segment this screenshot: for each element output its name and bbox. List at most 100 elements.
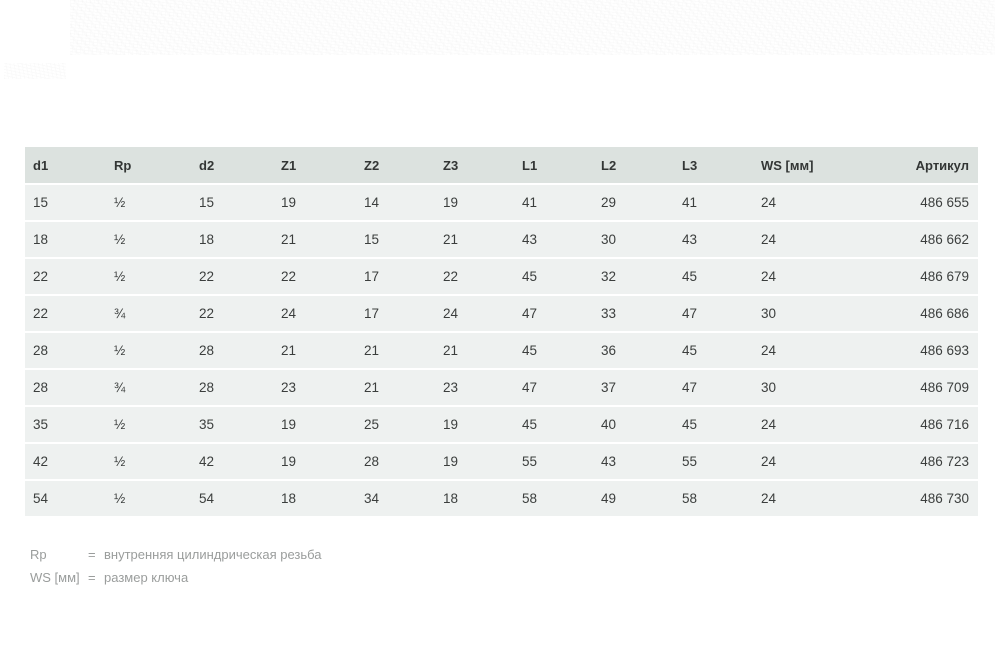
footnote-def: внутренняя цилиндрическая резьба xyxy=(104,547,322,562)
dimension-cell: 47 xyxy=(514,296,593,331)
dimension-cell: 24 xyxy=(753,481,868,516)
dimension-cell: 24 xyxy=(435,296,514,331)
column-header: L1 xyxy=(514,147,593,183)
dimension-cell: 23 xyxy=(273,370,356,405)
dimension-cell: 54 xyxy=(191,481,273,516)
dimension-cell: 42 xyxy=(25,444,106,479)
footnote-eq: = xyxy=(88,547,96,562)
dimension-cell: 41 xyxy=(674,185,753,220)
dimension-cell: 49 xyxy=(593,481,674,516)
dimension-cell: 30 xyxy=(593,222,674,257)
dimension-cell: 28 xyxy=(356,444,435,479)
dimension-cell: 35 xyxy=(191,407,273,442)
dimension-cell: ½ xyxy=(106,333,191,368)
dimension-cell: 28 xyxy=(191,370,273,405)
dimension-cell: 41 xyxy=(514,185,593,220)
dimension-cell: 30 xyxy=(753,370,868,405)
column-header: L2 xyxy=(593,147,674,183)
dimension-cell: 19 xyxy=(273,444,356,479)
table-row: 22 ½ 22 22 17 22 45 32 45 24 486 679 xyxy=(25,259,978,294)
dimension-cell: 54 xyxy=(25,481,106,516)
dimension-cell: 45 xyxy=(674,333,753,368)
dimension-cell: 55 xyxy=(674,444,753,479)
dimension-cell: ½ xyxy=(106,185,191,220)
dimension-cell: ½ xyxy=(106,259,191,294)
dimension-cell: 43 xyxy=(514,222,593,257)
dimension-cell: 23 xyxy=(435,370,514,405)
dimension-cell: 22 xyxy=(435,259,514,294)
dimension-cell: 24 xyxy=(753,185,868,220)
dimension-cell: 21 xyxy=(273,222,356,257)
column-header: Артикул xyxy=(868,147,978,183)
table-row: 22 ¾ 22 24 17 24 47 33 47 30 486 686 xyxy=(25,296,978,331)
article-number-cell: 486 662 xyxy=(868,222,978,257)
article-number-cell: 486 716 xyxy=(868,407,978,442)
dimension-cell: 21 xyxy=(356,370,435,405)
dimension-cell: 19 xyxy=(273,185,356,220)
article-number-cell: 486 686 xyxy=(868,296,978,331)
dimension-cell: 21 xyxy=(435,222,514,257)
footnote-eq: = xyxy=(88,570,96,585)
footnote-row: WS [мм] = размер ключа xyxy=(30,566,322,589)
dimension-cell: 28 xyxy=(191,333,273,368)
dimension-cell: 19 xyxy=(435,444,514,479)
dimension-cell: 47 xyxy=(514,370,593,405)
dimension-cell: ¾ xyxy=(106,296,191,331)
dimension-cell: 22 xyxy=(191,259,273,294)
table-row: 15 ½ 15 19 14 19 41 29 41 24 486 655 xyxy=(25,185,978,220)
dimension-cell: ½ xyxy=(106,444,191,479)
article-number-cell: 486 709 xyxy=(868,370,978,405)
dimension-cell: 29 xyxy=(593,185,674,220)
dimension-cell: 24 xyxy=(753,259,868,294)
dimension-cell: 47 xyxy=(674,296,753,331)
column-header: Rp xyxy=(106,147,191,183)
dimension-cell: ¾ xyxy=(106,370,191,405)
article-number-cell: 486 723 xyxy=(868,444,978,479)
dimension-cell: 24 xyxy=(273,296,356,331)
dimension-cell: 22 xyxy=(25,296,106,331)
dimension-cell: 43 xyxy=(674,222,753,257)
dimension-cell: 21 xyxy=(356,333,435,368)
dimension-cell: 14 xyxy=(356,185,435,220)
column-header: Z1 xyxy=(273,147,356,183)
dimension-cell: 24 xyxy=(753,222,868,257)
dimension-cell: 24 xyxy=(753,407,868,442)
dimension-cell: 18 xyxy=(435,481,514,516)
dimension-cell: 15 xyxy=(191,185,273,220)
column-header: WS [мм] xyxy=(753,147,868,183)
dimension-cell: 15 xyxy=(25,185,106,220)
table-row: 28 ¾ 28 23 21 23 47 37 47 30 486 709 xyxy=(25,370,978,405)
dimension-cell: 18 xyxy=(273,481,356,516)
article-number-cell: 486 730 xyxy=(868,481,978,516)
footnote-term: Rp xyxy=(30,547,47,562)
dimension-cell: 58 xyxy=(514,481,593,516)
dimension-cell: 18 xyxy=(191,222,273,257)
dimension-cell: 15 xyxy=(356,222,435,257)
table-row: 18 ½ 18 21 15 21 43 30 43 24 486 662 xyxy=(25,222,978,257)
dimension-cell: 17 xyxy=(356,259,435,294)
dimension-cell: 58 xyxy=(674,481,753,516)
dimension-cell: 24 xyxy=(753,333,868,368)
dimension-cell: 45 xyxy=(514,333,593,368)
dimension-cell: 19 xyxy=(435,407,514,442)
footnote-def: размер ключа xyxy=(104,570,189,585)
dimension-cell: 42 xyxy=(191,444,273,479)
table-row: 35 ½ 35 19 25 19 45 40 45 24 486 716 xyxy=(25,407,978,442)
dimension-cell: 28 xyxy=(25,370,106,405)
table-row: 42 ½ 42 19 28 19 55 43 55 24 486 723 xyxy=(25,444,978,479)
footnote-row: Rp = внутренняя цилиндрическая резьба xyxy=(30,543,322,566)
footnote-term: WS [мм] xyxy=(30,570,80,585)
table-row: 54 ½ 54 18 34 18 58 49 58 24 486 730 xyxy=(25,481,978,516)
dimension-cell: 47 xyxy=(674,370,753,405)
dimension-cell: 35 xyxy=(25,407,106,442)
dimension-cell: 43 xyxy=(593,444,674,479)
dimension-cell: 55 xyxy=(514,444,593,479)
dimension-cell: ½ xyxy=(106,481,191,516)
dimension-cell: 19 xyxy=(435,185,514,220)
column-header: d1 xyxy=(25,147,106,183)
article-number-cell: 486 693 xyxy=(868,333,978,368)
dimension-cell: 30 xyxy=(753,296,868,331)
dimension-cell: 28 xyxy=(25,333,106,368)
dimension-cell: ½ xyxy=(106,407,191,442)
article-number-cell: 486 679 xyxy=(868,259,978,294)
